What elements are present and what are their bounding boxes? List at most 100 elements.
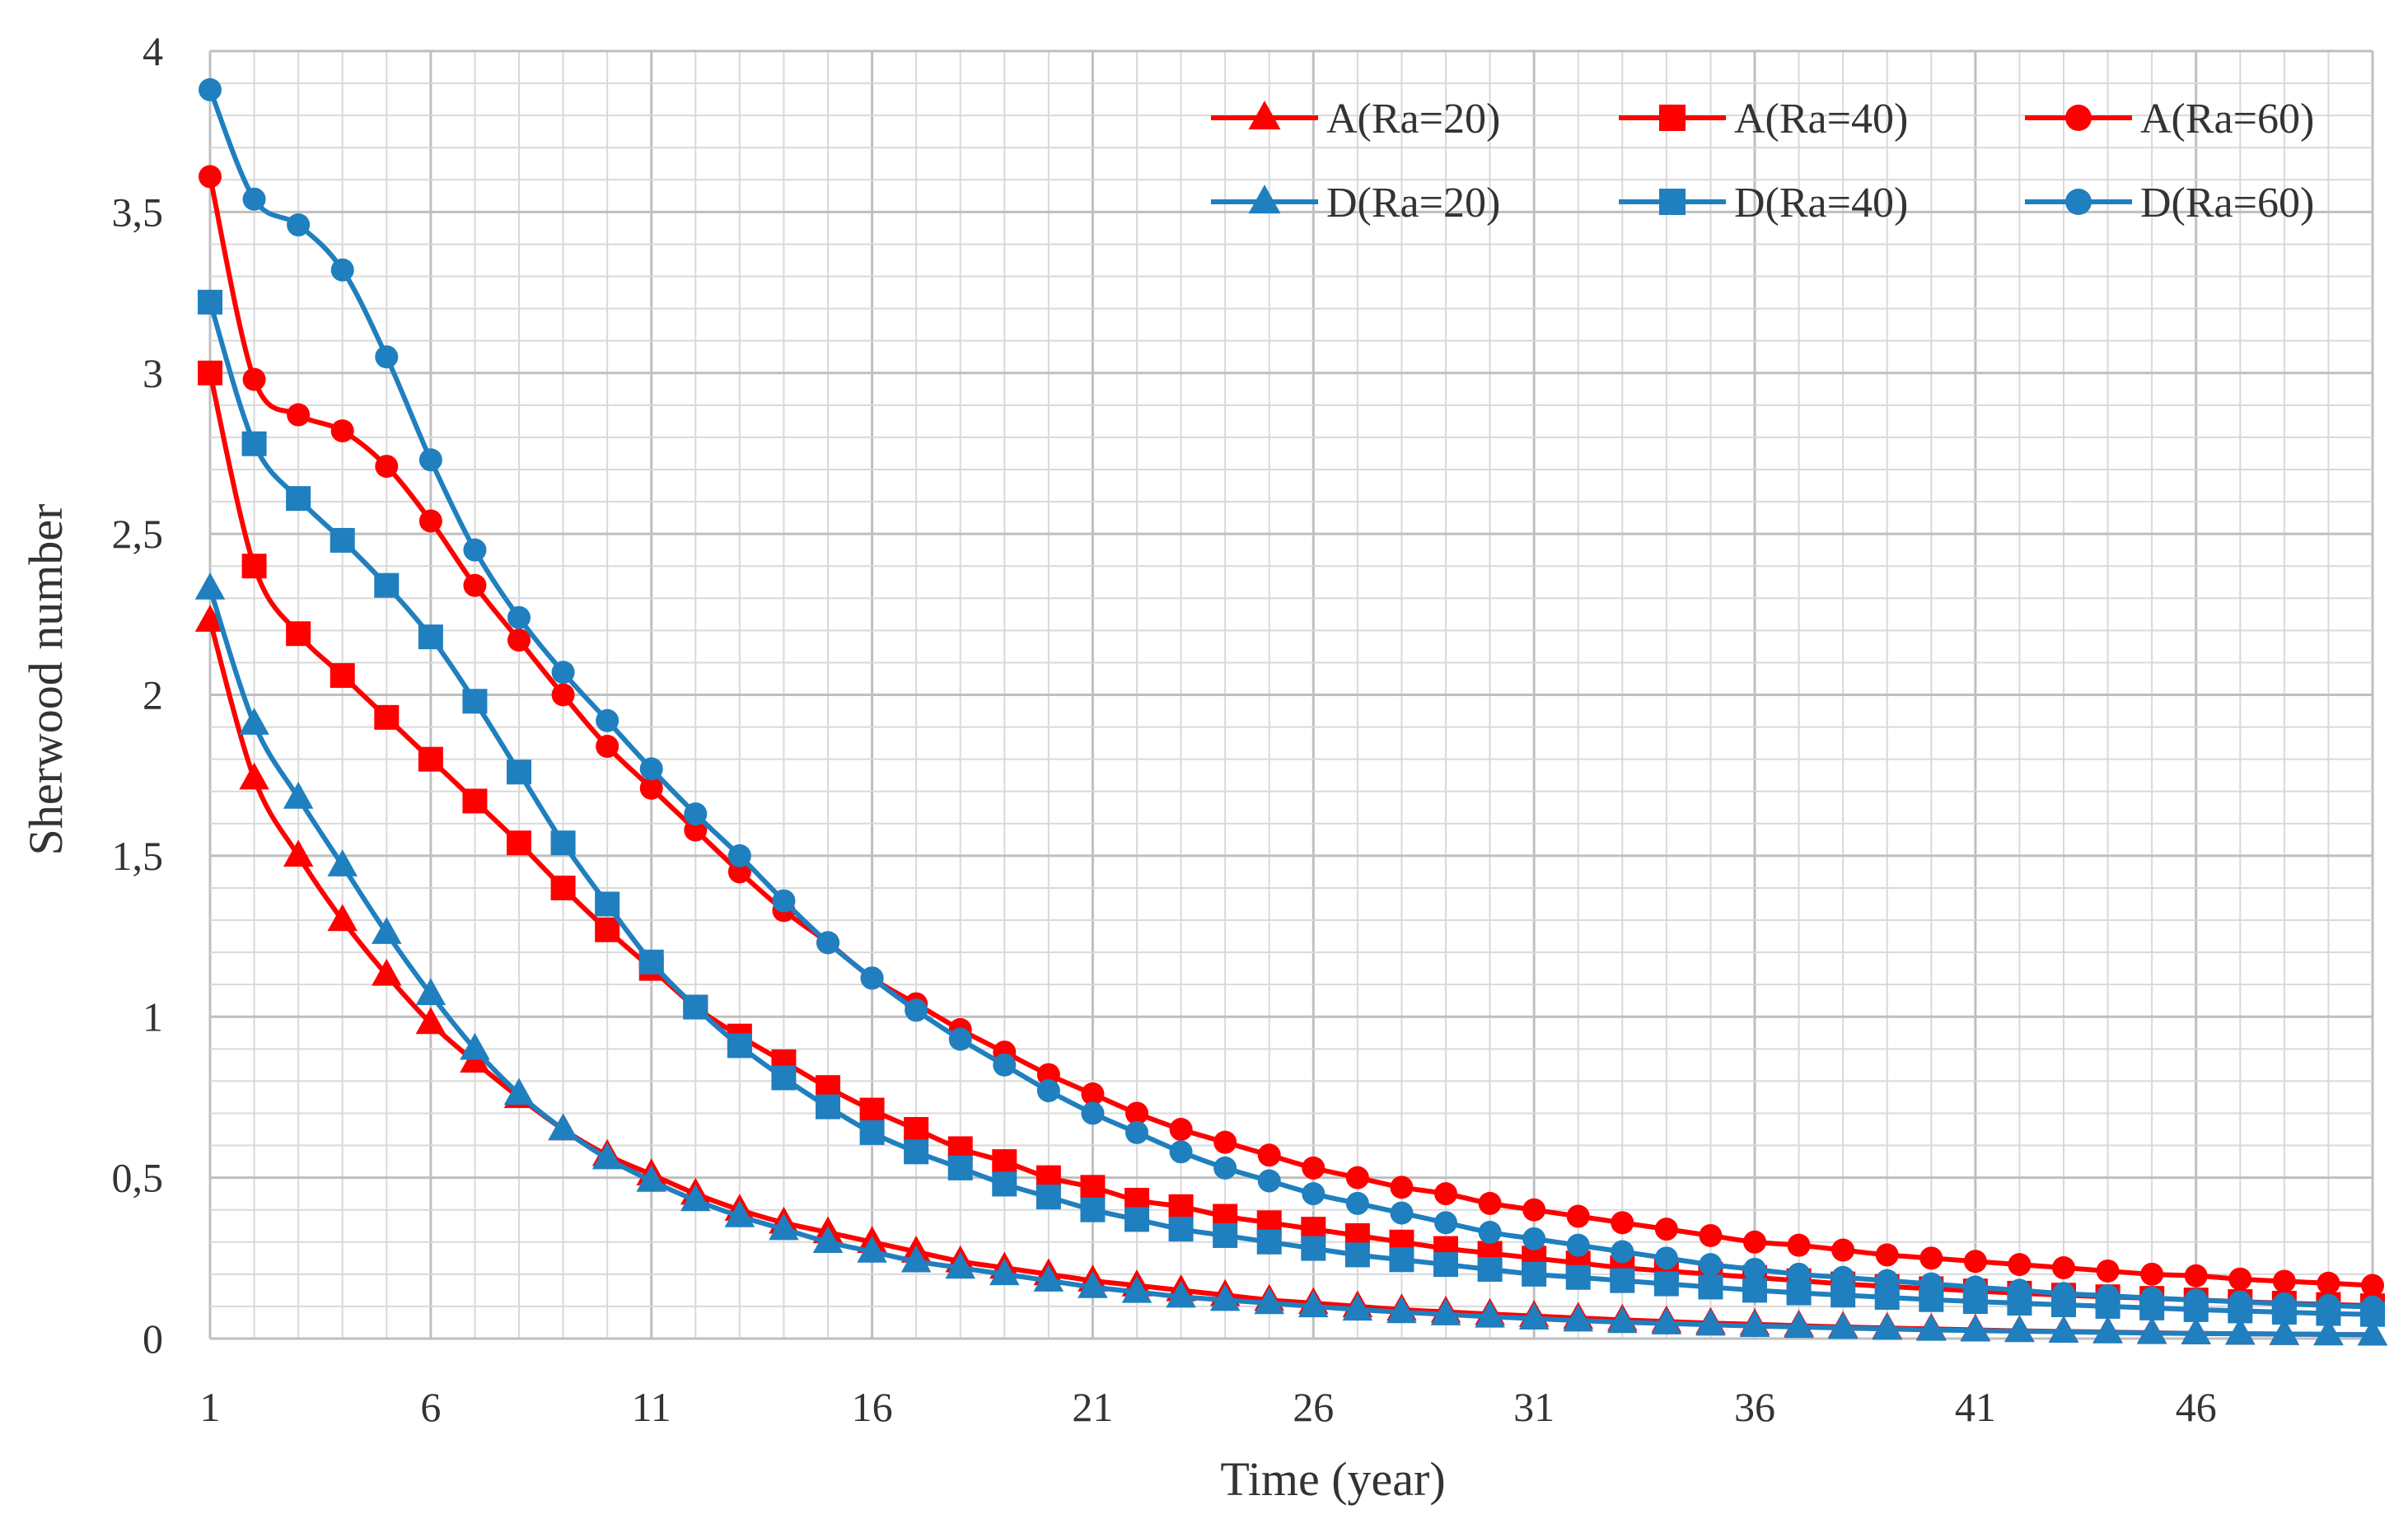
data-point — [1257, 1169, 1281, 1193]
data-point — [2184, 1264, 2208, 1288]
data-point — [507, 629, 531, 652]
data-point — [904, 1117, 929, 1143]
legend-label: A(Ra=20) — [1326, 96, 1500, 143]
data-point — [418, 509, 442, 533]
data-point — [2361, 1274, 2384, 1297]
data-point — [595, 917, 620, 942]
data-point — [1919, 1272, 1943, 1296]
legend-swatch-marker — [2065, 105, 2092, 131]
data-point — [947, 1155, 973, 1180]
data-point — [1344, 1242, 1370, 1268]
data-point — [330, 258, 354, 282]
data-point — [507, 830, 531, 856]
data-point — [1566, 1204, 1590, 1228]
data-point — [242, 187, 266, 211]
data-point — [2357, 1318, 2388, 1346]
data-point — [507, 759, 531, 785]
data-point — [595, 891, 620, 917]
data-point — [1168, 1217, 1194, 1242]
data-point — [2008, 1253, 2032, 1277]
data-point — [2052, 1282, 2075, 1306]
series-5 — [198, 289, 2385, 1327]
data-point — [327, 849, 358, 876]
data-point — [460, 1032, 490, 1060]
data-point — [816, 931, 839, 955]
data-point — [1036, 1063, 1060, 1087]
data-point — [812, 1226, 844, 1254]
data-point — [1699, 1223, 1723, 1247]
data-point — [1478, 1221, 1502, 1245]
data-point — [2272, 1269, 2296, 1293]
data-point — [2004, 1315, 2035, 1343]
data-point — [1518, 1302, 1550, 1330]
data-point — [1654, 1246, 1678, 1270]
data-point — [1831, 1265, 1855, 1289]
x-tick-label: 16 — [852, 1384, 893, 1430]
data-point — [287, 213, 311, 237]
data-point — [1125, 1120, 1148, 1144]
data-point — [2096, 1284, 2120, 1308]
data-point — [1169, 1118, 1193, 1142]
data-point — [374, 704, 400, 730]
data-point — [1302, 1156, 1326, 1180]
data-point — [596, 708, 620, 732]
data-point — [1213, 1222, 1238, 1248]
data-point — [1477, 1256, 1503, 1282]
data-point — [948, 1027, 972, 1051]
data-point — [2184, 1288, 2208, 1312]
y-tick-label: 1,5 — [112, 833, 164, 879]
data-point — [503, 1077, 535, 1105]
data-point — [1390, 1175, 1414, 1199]
data-point — [2048, 1316, 2079, 1344]
data-point — [1607, 1306, 1638, 1334]
legend-label: D(Ra=60) — [2140, 180, 2314, 227]
data-point — [2225, 1317, 2256, 1345]
data-point — [418, 746, 443, 772]
data-point — [548, 1113, 578, 1141]
series-line — [208, 372, 2373, 1309]
data-point — [283, 782, 314, 809]
data-point — [727, 844, 751, 867]
data-point — [993, 1053, 1017, 1077]
series-line — [208, 175, 2373, 1288]
legend-swatch-marker — [1659, 105, 1686, 131]
series-1 — [194, 605, 2388, 1346]
y-tick-label: 0 — [143, 1316, 163, 1362]
x-axis-ticks: 1 6 11 16 21 26 31 36 41 46 — [200, 1384, 2217, 1430]
data-point — [418, 624, 443, 650]
data-point — [2092, 1316, 2123, 1344]
data-point — [1743, 1257, 1766, 1281]
data-point — [1563, 1304, 1593, 1332]
data-point — [241, 554, 267, 579]
legend-label: D(Ra=20) — [1326, 180, 1500, 227]
data-point — [1610, 1268, 1635, 1293]
data-point — [2317, 1271, 2340, 1295]
data-point — [904, 1139, 929, 1165]
data-point — [1433, 1252, 1458, 1278]
y-tick-label: 3 — [143, 350, 163, 396]
y-axis-title: Sherwood number — [19, 504, 72, 856]
y-axis-ticks: 0 0,5 1 1,5 2 2,5 3 3,5 4 — [112, 28, 164, 1362]
data-point — [418, 448, 442, 472]
y-tick-label: 3,5 — [112, 189, 164, 235]
data-point — [591, 1142, 623, 1170]
data-point — [1298, 1290, 1329, 1318]
legend-swatch-marker — [1659, 189, 1686, 215]
data-point — [198, 360, 222, 386]
data-point — [859, 1119, 885, 1145]
data-point — [374, 573, 400, 598]
data-point — [1963, 1250, 1987, 1274]
data-point — [1699, 1253, 1723, 1277]
data-point — [1742, 1278, 1767, 1303]
data-point — [989, 1258, 1020, 1286]
data-point — [1831, 1238, 1855, 1262]
data-point — [194, 573, 226, 600]
data-point — [283, 839, 314, 867]
data-point — [462, 788, 488, 814]
data-point — [992, 1171, 1017, 1197]
data-point — [1256, 1229, 1282, 1255]
data-point — [1254, 1287, 1284, 1315]
legend-item: D(Ra=60) — [2025, 180, 2314, 227]
data-point — [1302, 1182, 1326, 1206]
data-point — [239, 762, 269, 790]
